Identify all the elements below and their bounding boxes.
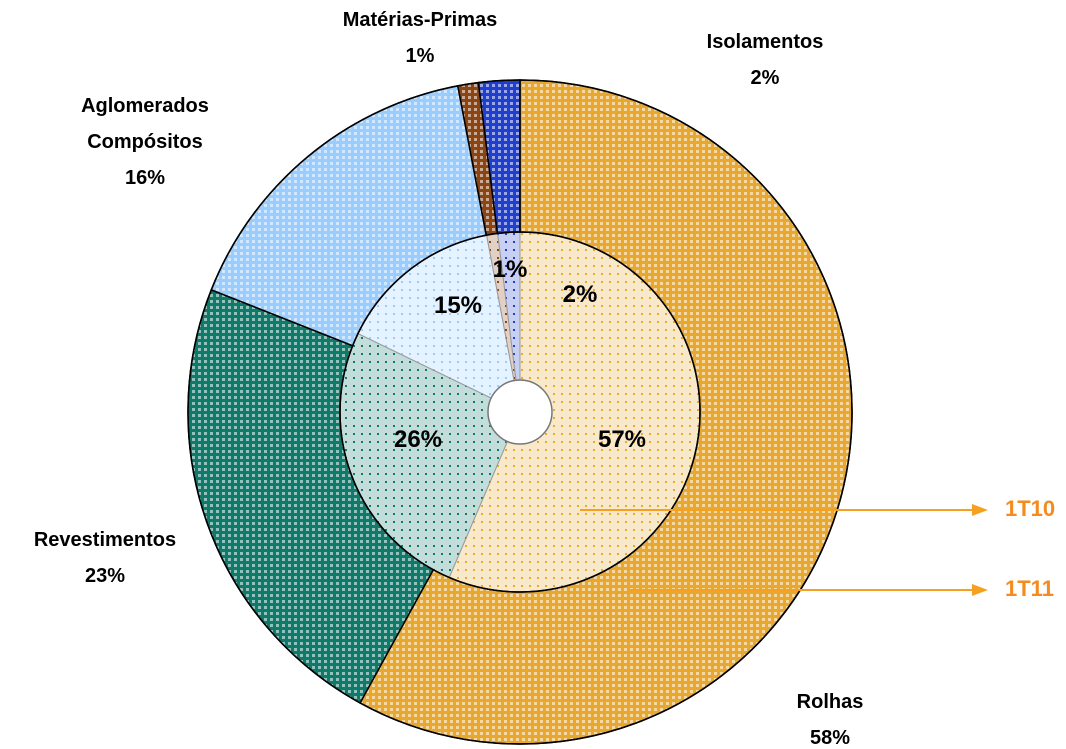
inner-label: 2% (562, 281, 598, 308)
inner-label: 57% (597, 426, 647, 453)
value-label: 58% (809, 727, 851, 749)
outer-label: Revestimentos 23% (34, 522, 176, 594)
value-label: 1% (405, 45, 435, 67)
category-label: Revestimentos (33, 529, 177, 551)
outer-label: Rolhas 58% (797, 684, 864, 749)
category-label: Isolamentos (706, 31, 824, 53)
ring-border (339, 231, 701, 593)
series-label: 1T10 (1005, 496, 1056, 521)
ring-border (187, 79, 853, 745)
value-label: 2% (750, 67, 780, 89)
arrow-head (972, 584, 988, 596)
value-label: 23% (84, 565, 126, 587)
value-label: 16% (124, 167, 166, 189)
category-label: Matérias-Primas (342, 9, 498, 31)
outer-label: Matérias-Primas 1% (343, 2, 498, 74)
inner-label: 26% (393, 426, 443, 453)
inner-label: 1% (492, 256, 528, 283)
category-label: Rolhas (796, 691, 864, 713)
hole (487, 379, 553, 445)
arrow-head (972, 504, 988, 516)
inner-label: 15% (433, 292, 483, 319)
category-label: Aglomerados Compósitos (81, 95, 209, 153)
outer-label: Isolamentos 2% (707, 24, 824, 96)
outer-label: Aglomerados Compósitos 16% (60, 88, 230, 196)
series-label: 1T11 (1005, 576, 1054, 601)
